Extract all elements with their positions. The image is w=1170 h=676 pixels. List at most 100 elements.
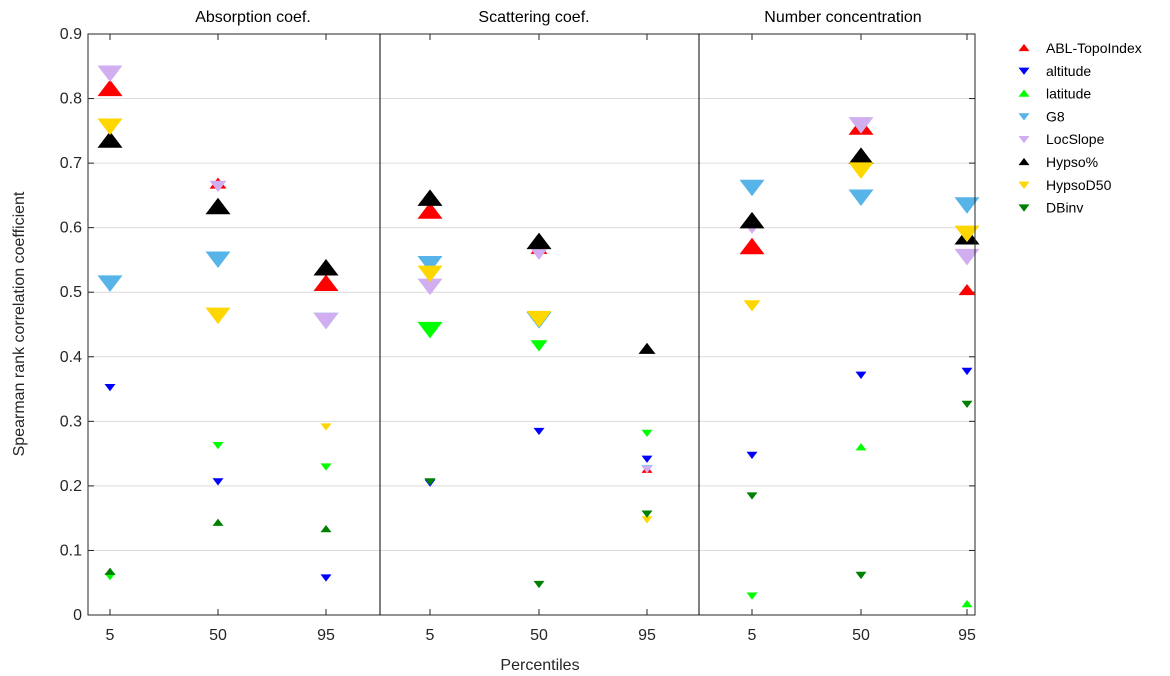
data-point-altitude: [746, 451, 758, 459]
x-tick-label: 50: [852, 627, 870, 644]
data-point-hypso-: [526, 232, 552, 250]
y-tick-label: 0.2: [60, 478, 82, 495]
data-point-locslope: [313, 312, 339, 330]
data-point-hypsod50: [526, 310, 552, 328]
data-point-altitude: [320, 574, 332, 582]
data-point-abl-topoindex: [97, 79, 123, 97]
y-tick-label: 0.9: [60, 26, 82, 43]
data-point-latitude: [212, 442, 224, 450]
y-tick-label: 0.1: [60, 542, 82, 559]
data-point-abl-topoindex: [739, 237, 765, 255]
legend-label: LocSlope: [1046, 131, 1105, 147]
legend-label: ABL-TopoIndex: [1046, 40, 1142, 56]
data-points: [97, 65, 980, 608]
y-tick-label: 0.7: [60, 155, 82, 172]
data-point-hypso-: [205, 197, 231, 215]
data-point-hypsod50: [848, 162, 874, 179]
data-point-dbinv: [104, 567, 116, 575]
data-point-altitude: [855, 371, 867, 379]
data-point-abl-topoindex: [417, 202, 443, 219]
data-point-hypsod50: [417, 265, 443, 283]
data-point-g8: [954, 197, 980, 214]
data-point-locslope: [209, 180, 227, 193]
y-tick-label: 0.3: [60, 413, 82, 430]
data-point-locslope: [530, 248, 548, 260]
data-point-g8: [848, 189, 874, 206]
data-point-altitude: [104, 383, 116, 392]
y-tick-label: 0.5: [60, 284, 82, 301]
data-point-hypsod50: [97, 118, 123, 135]
data-point-dbinv: [320, 525, 332, 533]
data-point-altitude: [961, 367, 973, 376]
data-point-hypso-: [638, 342, 656, 354]
data-point-g8: [417, 255, 443, 273]
x-tick-label: 5: [748, 627, 757, 644]
data-point-hypsod50: [320, 423, 332, 431]
data-point-hypsod50: [641, 516, 653, 524]
data-point-hypso-: [97, 131, 123, 148]
data-point-latitude: [641, 429, 653, 438]
data-point-dbinv: [212, 518, 224, 526]
x-tick-label: 50: [530, 627, 548, 644]
data-point-altitude: [641, 455, 653, 463]
panel-title-number-concentration: Number concentration: [764, 9, 921, 26]
x-axis-ticks: 5 50 95 5 50 95 5 50 95: [106, 34, 976, 644]
data-point-g8: [739, 179, 765, 197]
x-tick-label: 5: [426, 627, 435, 644]
panel-title-scattering: Scattering coef.: [478, 9, 589, 26]
data-point-abl-topoindex: [313, 274, 339, 292]
grid-lines: [88, 98, 975, 551]
legend-marker: [1018, 89, 1030, 97]
data-point-dbinv: [961, 400, 973, 408]
y-tick-label: 0.6: [60, 220, 82, 237]
x-axis-label: Percentiles: [500, 657, 579, 674]
data-point-latitude: [417, 321, 443, 339]
legend-marker: [1018, 204, 1030, 212]
y-axis-ticks: 0 0.1 0.2 0.3 0.4 0.5 0.6 0.7 0.8 0.9: [60, 26, 975, 624]
legend-label: Hypso%: [1046, 154, 1098, 170]
legend-label: HypsoD50: [1046, 177, 1112, 193]
data-point-latitude: [746, 592, 758, 600]
plot-frame: [87, 33, 976, 616]
legend-marker: [1018, 136, 1030, 144]
panel-titles: Absorption coef. Scattering coef. Number…: [195, 9, 922, 26]
data-point-abl-topoindex: [958, 283, 976, 296]
data-point-locslope: [641, 465, 653, 474]
x-tick-label: 5: [106, 627, 115, 644]
data-point-altitude: [212, 478, 224, 486]
data-point-dbinv: [746, 492, 758, 500]
y-tick-label: 0.8: [60, 91, 82, 108]
data-point-hypso-: [417, 189, 443, 206]
data-point-locslope: [417, 278, 443, 296]
legend-label: DBinv: [1046, 200, 1083, 216]
y-tick-label: 0.4: [60, 349, 82, 366]
panel-title-absorption: Absorption coef.: [195, 9, 311, 26]
data-point-dbinv: [855, 571, 867, 580]
data-point-locslope: [954, 248, 980, 266]
legend-marker: [1018, 67, 1030, 75]
legend-marker: [1018, 181, 1030, 189]
data-point-hypso-: [848, 147, 874, 164]
legend-marker: [1018, 43, 1030, 52]
legend: ABL-TopoIndex altitude latitude G8 LocSlope H…: [1018, 40, 1142, 216]
data-point-latitude: [530, 340, 548, 352]
plot-border: [87, 33, 976, 616]
x-tick-label: 50: [209, 627, 227, 644]
data-point-g8: [205, 251, 231, 268]
data-point-hypso-: [313, 259, 339, 276]
data-point-latitude: [320, 463, 332, 471]
data-point-hypsod50: [205, 307, 231, 325]
legend-label: latitude: [1046, 86, 1091, 102]
data-point-altitude: [533, 427, 545, 436]
legend-label: altitude: [1046, 63, 1091, 79]
data-point-dbinv: [641, 510, 653, 518]
y-axis-label: Spearman rank correlation coefficient: [11, 191, 28, 456]
data-point-g8: [97, 275, 123, 292]
data-point-hypsod50: [743, 300, 761, 312]
data-point-locslope: [97, 65, 123, 83]
y-tick-label: 0: [73, 607, 82, 624]
data-point-latitude: [961, 599, 973, 608]
data-point-locslope: [848, 117, 874, 134]
data-point-dbinv: [424, 478, 436, 486]
